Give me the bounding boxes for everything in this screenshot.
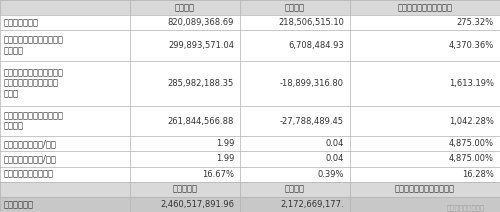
Text: 1.99: 1.99 — [216, 155, 234, 163]
Text: 上年同期: 上年同期 — [285, 3, 305, 12]
Text: 本报告期末比上年度末增减: 本报告期末比上年度末增减 — [395, 185, 455, 194]
Text: 图片来源：财报截图: 图片来源：财报截图 — [447, 204, 485, 211]
Text: 6,708,484.93: 6,708,484.93 — [288, 41, 344, 50]
Bar — [0, 0, 500, 15]
Text: -27,788,489.45: -27,788,489.45 — [280, 117, 344, 126]
Bar — [0, 61, 500, 106]
Text: 稀释每股收益（元/股）: 稀释每股收益（元/股） — [4, 155, 57, 163]
Text: 0.04: 0.04 — [326, 155, 344, 163]
Text: 归属于上市公司股东的净利
润（元）: 归属于上市公司股东的净利 润（元） — [4, 36, 64, 55]
Bar — [0, 15, 500, 30]
Text: 261,844,566.88: 261,844,566.88 — [168, 117, 234, 126]
Text: 275.32%: 275.32% — [457, 18, 494, 27]
Text: 218,506,515.10: 218,506,515.10 — [278, 18, 344, 27]
Text: 归属于上市公司股东的扣除
非经常性损益后的净利润
（元）: 归属于上市公司股东的扣除 非经常性损益后的净利润 （元） — [4, 68, 64, 98]
Bar — [0, 106, 500, 136]
Text: 本报告期比上年同期增减: 本报告期比上年同期增减 — [398, 3, 452, 12]
Text: 285,982,188.35: 285,982,188.35 — [168, 79, 234, 88]
Text: 2,172,669,177.: 2,172,669,177. — [280, 200, 344, 209]
Text: -18,899,316.80: -18,899,316.80 — [280, 79, 344, 88]
Text: 820,089,368.69: 820,089,368.69 — [168, 18, 234, 27]
Text: 营业收入（元）: 营业收入（元） — [4, 18, 39, 27]
Bar — [0, 151, 500, 167]
Text: 本报告期末: 本报告期末 — [172, 185, 198, 194]
Bar — [0, 197, 500, 212]
Text: 本报告期: 本报告期 — [175, 3, 195, 12]
Text: 经营活动产生的现金流量净
额（元）: 经营活动产生的现金流量净 额（元） — [4, 112, 64, 131]
Text: 16.28%: 16.28% — [462, 170, 494, 179]
Text: 上年度末: 上年度末 — [285, 185, 305, 194]
Text: 加权平均净资产收益率: 加权平均净资产收益率 — [4, 170, 54, 179]
Text: 1,042.28%: 1,042.28% — [449, 117, 494, 126]
Bar — [0, 167, 500, 182]
Text: 基本每股收益（元/股）: 基本每股收益（元/股） — [4, 139, 57, 148]
Text: 16.67%: 16.67% — [202, 170, 234, 179]
Text: 1,613.19%: 1,613.19% — [449, 79, 494, 88]
Text: 4,370.36%: 4,370.36% — [449, 41, 494, 50]
Text: 1.99: 1.99 — [216, 139, 234, 148]
Text: 4,875.00%: 4,875.00% — [449, 155, 494, 163]
Text: 2,460,517,891.96: 2,460,517,891.96 — [160, 200, 234, 209]
Text: 0.04: 0.04 — [326, 139, 344, 148]
Bar — [0, 136, 500, 151]
Bar — [0, 30, 500, 61]
Bar — [0, 182, 500, 197]
Text: 0.39%: 0.39% — [318, 170, 344, 179]
Text: 299,893,571.04: 299,893,571.04 — [168, 41, 234, 50]
Text: 4,875.00%: 4,875.00% — [449, 139, 494, 148]
Text: 总资产（元）: 总资产（元） — [4, 200, 34, 209]
